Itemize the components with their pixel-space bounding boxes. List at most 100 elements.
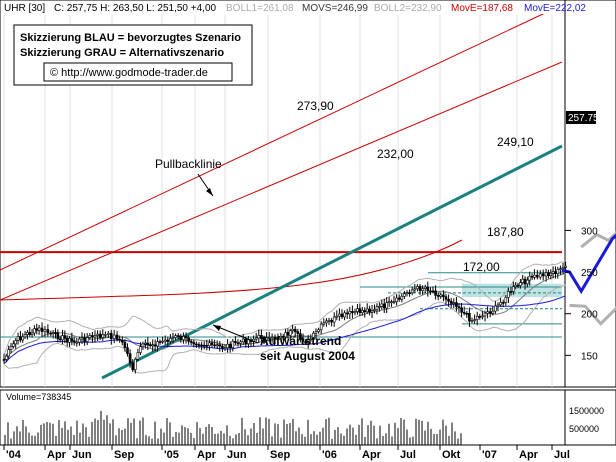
last-price-value: 257.75	[568, 113, 599, 124]
candle-body	[123, 341, 127, 348]
candle-body	[75, 341, 79, 344]
candle-body	[276, 337, 280, 340]
candle-body	[429, 290, 432, 293]
candle-body	[121, 339, 124, 343]
candle-body	[475, 316, 479, 320]
candle-body	[408, 292, 411, 294]
candle-body	[319, 323, 323, 331]
candle-body	[375, 306, 379, 310]
bollinger-lower	[3, 284, 566, 374]
scenario-blue	[561, 233, 616, 295]
candle-body	[284, 332, 287, 338]
trend-label-1: Aufwärtstrend	[260, 334, 341, 348]
candle-body	[234, 340, 237, 344]
candle-body	[61, 335, 64, 341]
candle-body	[21, 336, 25, 341]
candle-body	[327, 319, 331, 322]
header-move-red: MovE=187,68	[451, 3, 513, 14]
candle-body	[226, 343, 229, 349]
volume-tick-low: 500000	[569, 424, 599, 434]
candle-body	[473, 319, 476, 321]
candle-body	[447, 299, 450, 302]
legend-grey: Skizzierung GRAU = Alternativszenario	[20, 47, 224, 59]
candle-body	[444, 296, 448, 300]
candle-body	[37, 327, 41, 331]
candle-body	[439, 294, 443, 297]
candle-body	[14, 340, 17, 345]
candle-body	[273, 336, 277, 340]
candle-body	[202, 344, 206, 347]
candle-body	[104, 334, 107, 336]
candle-body	[200, 344, 203, 347]
header-background	[1, 1, 564, 14]
candle-body	[330, 319, 333, 323]
last-price-tag	[566, 111, 596, 124]
candle-body	[128, 353, 132, 364]
source-link[interactable]: © http://www.godmode-trader.de	[50, 67, 208, 79]
x-tick-label: '07	[482, 449, 497, 461]
candle-body	[521, 278, 525, 283]
candle-body	[501, 302, 505, 304]
candle-body	[98, 333, 102, 338]
candle-body	[254, 337, 258, 340]
candle-body	[5, 355, 8, 360]
candle-body	[460, 307, 463, 313]
channel-upper	[0, 4, 563, 271]
candle-body	[390, 301, 393, 304]
candle-body	[496, 304, 500, 307]
candle-body	[244, 338, 248, 345]
candle-body	[512, 286, 515, 292]
candle-body	[83, 337, 86, 342]
candle-body	[151, 344, 154, 347]
candle-body	[40, 327, 44, 332]
candle-body	[43, 329, 47, 332]
candle-body	[554, 271, 557, 274]
level-label-23200: 232,00	[377, 147, 414, 161]
candles	[2, 261, 567, 374]
candle-body	[63, 335, 67, 339]
candle-body	[382, 303, 386, 309]
x-tick-label: Jun	[227, 449, 247, 461]
candle-body	[146, 342, 150, 345]
trend-pointer	[212, 324, 259, 344]
candle-body	[236, 342, 240, 345]
candle-body	[413, 288, 417, 291]
candle-body	[526, 279, 529, 285]
candle-body	[161, 340, 164, 343]
candle-body	[68, 338, 71, 343]
candle-body	[247, 339, 250, 345]
candle-body	[241, 338, 245, 343]
source-box	[43, 62, 233, 82]
candle-body	[118, 339, 121, 341]
candle-body	[2, 359, 6, 361]
candle-body	[179, 335, 183, 340]
candle-body	[46, 329, 50, 334]
x-tick-label: Apr	[362, 449, 382, 461]
candle-body	[541, 273, 545, 277]
candle-body	[58, 338, 62, 341]
candle-body	[192, 342, 196, 345]
candle-body	[23, 334, 27, 338]
y-tick-label: 150	[581, 351, 598, 362]
candle-body	[410, 289, 414, 294]
trend-channel	[0, 4, 563, 380]
candle-body	[85, 337, 89, 342]
candle-body	[270, 336, 274, 339]
x-tick-label: Apr	[519, 449, 539, 461]
candle-body	[442, 294, 445, 298]
x-tick-label: Jun	[72, 449, 92, 461]
x-tick-label: Sep	[114, 449, 134, 461]
candle-body	[101, 334, 105, 338]
candle-body	[30, 332, 34, 335]
candle-body	[491, 310, 495, 314]
candle-body	[54, 332, 57, 334]
x-tick-label: Jul	[400, 449, 416, 461]
candle-body	[144, 342, 147, 345]
candle-body	[88, 335, 92, 338]
candle-body	[96, 333, 99, 336]
candle-body	[504, 297, 508, 303]
candle-body	[312, 332, 315, 340]
candle-body	[481, 315, 484, 318]
candle-body	[486, 311, 489, 314]
candle-body	[434, 290, 437, 296]
